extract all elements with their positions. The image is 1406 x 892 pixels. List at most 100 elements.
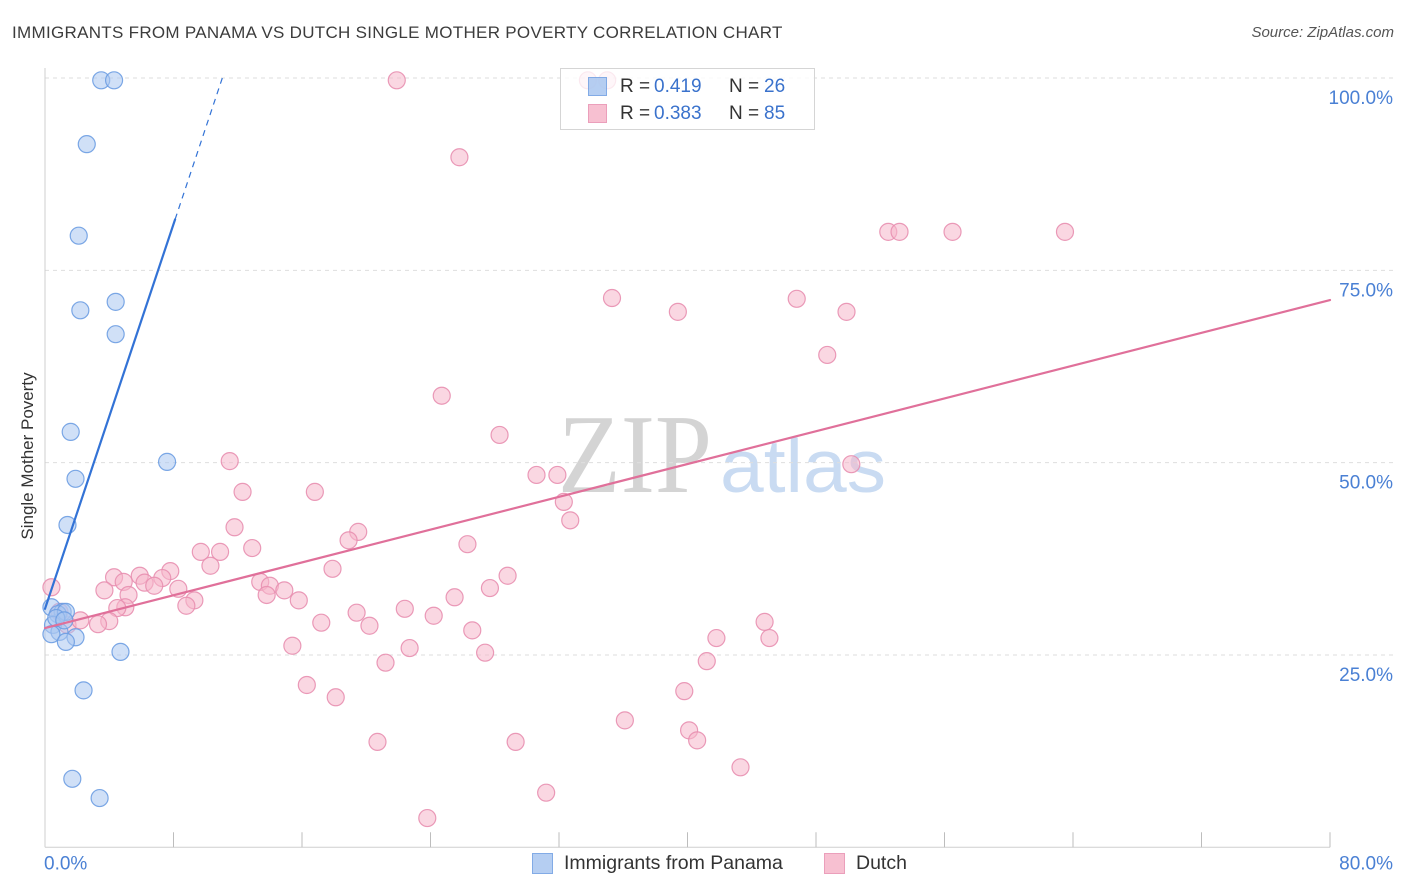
series-name-dutch: Dutch: [856, 852, 907, 874]
dutch-point: [498, 566, 517, 585]
correlation-legend: R = 0.419 N = 26 R = 0.383 N = 85: [560, 68, 815, 130]
dutch-point: [387, 71, 406, 90]
dutch-point: [339, 531, 358, 550]
dutch-point: [347, 603, 366, 622]
panama-point: [61, 422, 80, 441]
dutch-point: [275, 581, 294, 600]
legend-n-value-dutch: 85: [764, 102, 786, 124]
dutch-point: [842, 455, 861, 474]
chart-source: Source: ZipAtlas.com: [1251, 24, 1394, 41]
axes: [44, 68, 1331, 848]
panama-point: [71, 301, 90, 320]
dutch-point: [818, 345, 837, 365]
panama-point: [63, 769, 82, 788]
dutch-point: [289, 591, 308, 610]
dutch-point: [368, 732, 387, 752]
x-tick-label: 0.0%: [44, 853, 87, 874]
dutch-point: [445, 588, 464, 607]
panama-point: [69, 226, 88, 245]
dutch-point: [257, 585, 276, 605]
dutch-point: [233, 482, 252, 501]
y-axis-label: Single Mother Poverty: [18, 372, 37, 540]
dutch-point: [537, 783, 556, 802]
dutch-point: [755, 612, 774, 631]
dutch-point: [463, 621, 482, 640]
dutch-point: [210, 542, 230, 561]
panama-point: [77, 135, 96, 154]
dutch-point: [220, 452, 239, 471]
dutch-point: [376, 653, 395, 672]
dutch-point: [668, 302, 687, 321]
dutch-point: [450, 148, 469, 167]
panama-trend-line-extension: [174, 77, 223, 220]
dutch-point: [506, 732, 525, 752]
chart-title: IMMIGRANTS FROM PANAMA VS DUTCH SINGLE M…: [12, 23, 783, 42]
dutch-point: [360, 616, 379, 635]
panama-point: [104, 71, 124, 90]
dutch-point: [787, 289, 806, 308]
legend-row-panama: R = 0.419 N = 26: [588, 73, 785, 100]
dutch-point: [731, 758, 750, 777]
dutch-point: [88, 615, 108, 634]
y-tick-label: 50.0%: [1339, 473, 1393, 494]
dutch-point: [432, 386, 451, 405]
dutch-point: [95, 581, 114, 600]
panama-point: [56, 632, 75, 651]
series-legend-dutch: Dutch: [824, 852, 907, 874]
gridlines: [45, 77, 1393, 656]
dutch-point: [890, 222, 909, 241]
dutch-point: [480, 578, 500, 598]
dutch-point: [191, 542, 210, 561]
dutch-point: [602, 288, 622, 308]
panama-point: [111, 642, 130, 661]
y-tick-label: 25.0%: [1339, 665, 1393, 686]
dutch-point: [1055, 222, 1075, 241]
dutch-point: [707, 628, 726, 648]
y-tick-label: 75.0%: [1339, 280, 1393, 301]
dutch-point: [476, 643, 495, 662]
dutch-point: [395, 599, 414, 618]
dutch-point: [243, 538, 262, 558]
dutch-point: [697, 652, 716, 671]
dutch-point: [177, 596, 196, 615]
panama-point: [66, 469, 85, 488]
panama-point: [55, 611, 74, 630]
dutch-point: [225, 518, 244, 537]
dutch-point: [837, 302, 856, 321]
dutch-point: [675, 682, 694, 701]
dutch-point: [418, 808, 437, 828]
dutch-point: [615, 711, 634, 730]
dutch-point: [145, 576, 164, 595]
dutch-point: [688, 731, 707, 750]
legend-r-label: R =: [620, 75, 651, 97]
panama-point: [90, 788, 109, 808]
watermark-zip: ZIP: [558, 393, 712, 517]
series-legend-panama: Immigrants from Panama: [532, 852, 783, 874]
dutch-point: [548, 465, 567, 485]
dutch-point: [527, 465, 546, 485]
panama-point: [106, 292, 125, 311]
dutch-point: [201, 556, 220, 575]
trend-lines: [43, 77, 1332, 630]
legend-n-label: N =: [729, 102, 760, 124]
dutch-point: [490, 425, 509, 445]
dutch-point: [323, 559, 342, 578]
dutch-point: [760, 628, 779, 648]
dutch-point: [424, 606, 443, 625]
series-swatch-panama: [532, 853, 553, 874]
legend-row-dutch: R = 0.383 N = 85: [588, 100, 785, 127]
dutch-point: [458, 535, 477, 554]
legend-swatch-dutch: [588, 104, 607, 123]
panama-point: [106, 325, 125, 344]
dutch-point: [943, 222, 962, 241]
x-tick-label: 80.0%: [1339, 853, 1393, 874]
dutch-point: [305, 482, 324, 501]
tick-labels: 100.0% 75.0% 50.0% 25.0% 0.0% 80.0%: [44, 88, 1393, 874]
y-tick-label: 100.0%: [1329, 88, 1394, 109]
dutch-point: [400, 638, 419, 658]
dutch-point: [283, 636, 302, 655]
dutch-points: [42, 71, 1075, 828]
series-name-panama: Immigrants from Panama: [564, 852, 783, 874]
dutch-point: [297, 675, 316, 695]
legend-swatch-panama: [588, 77, 607, 96]
